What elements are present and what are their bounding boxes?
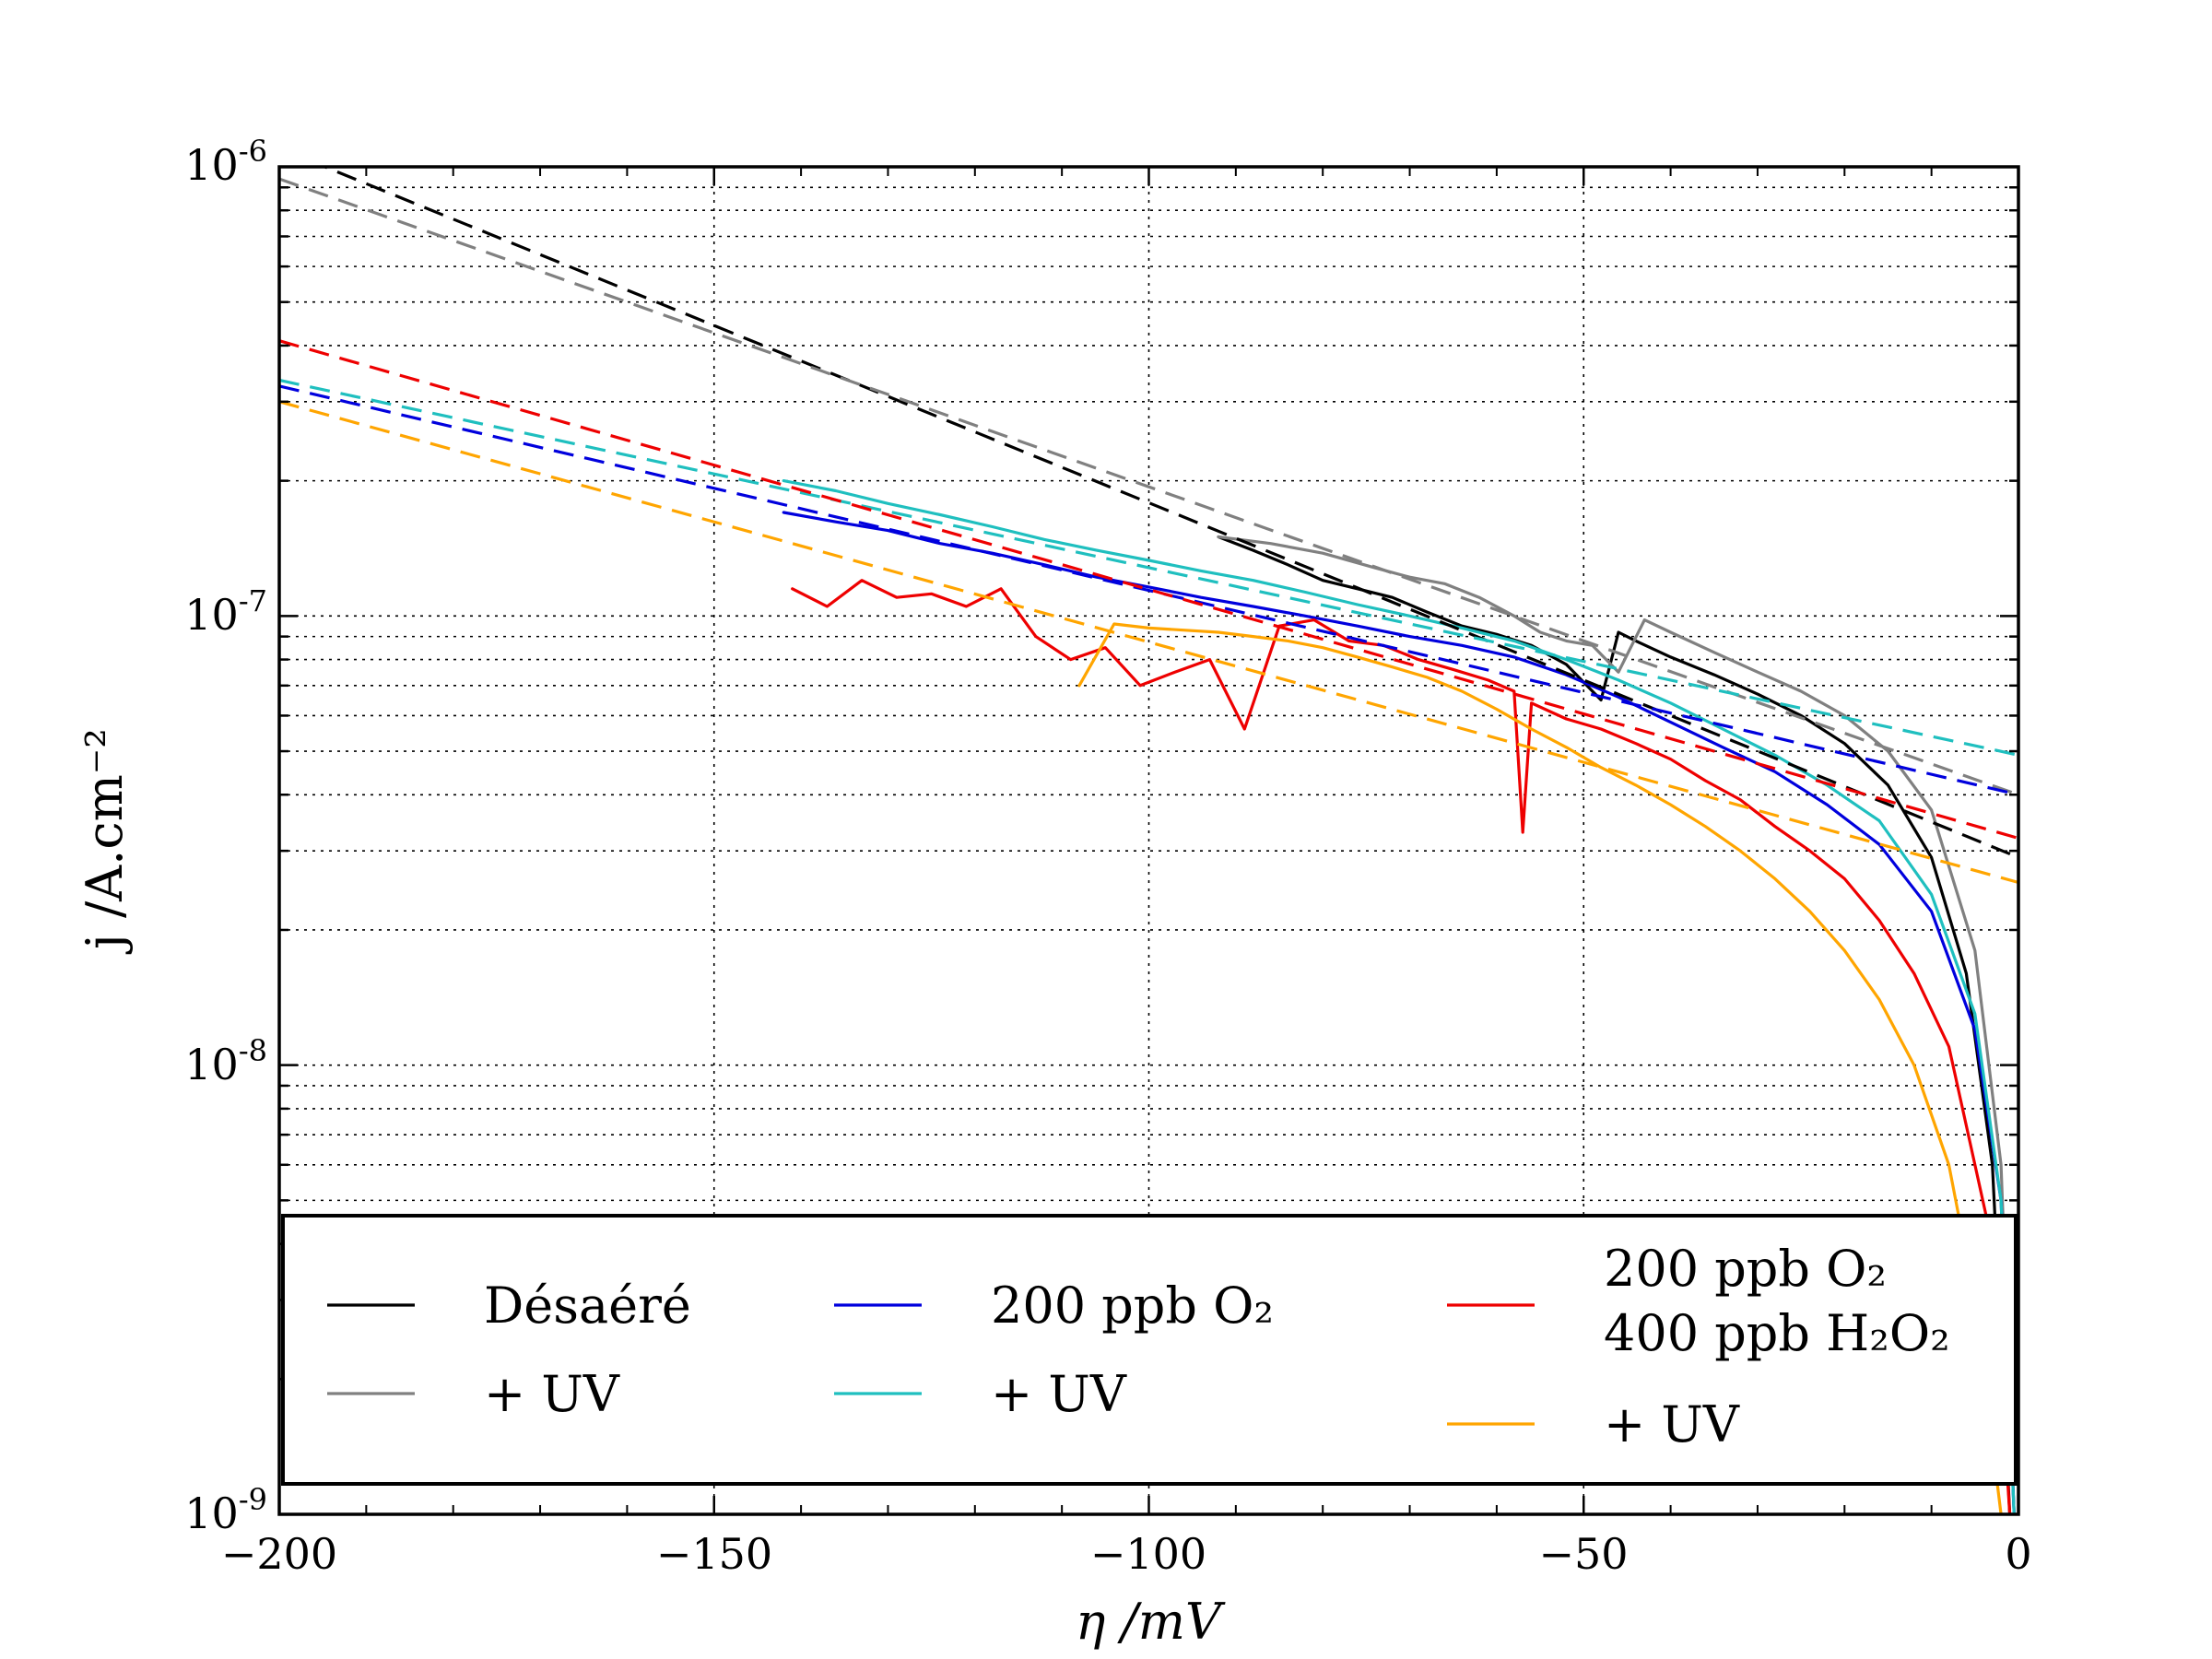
legend-box	[281, 1214, 2018, 1486]
x-tick-label: −50	[1538, 1529, 1628, 1579]
y-axis-label: j /A.cm⁻²	[76, 728, 134, 955]
tafel-fit-line-8	[279, 384, 2018, 796]
y-tick-label: 10-7	[184, 583, 267, 640]
x-tick-label: 0	[2005, 1529, 2031, 1579]
measured-curve-5	[1077, 622, 2003, 1514]
x-tick-label: −150	[656, 1529, 772, 1579]
tafel-fit-line-11	[279, 400, 2018, 885]
legend-label: + UV	[1604, 1395, 1740, 1453]
y-tick-label: 10-6	[184, 134, 267, 190]
legend-label: 200 ppb O₂	[1604, 1240, 1887, 1298]
measured-curve-1	[1217, 535, 2016, 1514]
legend-label: 200 ppb O₂	[991, 1277, 1274, 1335]
measured-curve-3	[782, 478, 2016, 1514]
legend-label: Désaéré	[484, 1277, 691, 1335]
measured-curve-2	[782, 511, 2016, 1514]
legend-label: + UV	[484, 1365, 620, 1423]
legend: Désaéré + UV 200 ppb O₂ + UV 200 ppb O₂ …	[281, 1214, 2018, 1486]
legend-label: 400 ppb H₂O₂	[1604, 1304, 1950, 1362]
x-tick-label: −200	[221, 1529, 337, 1579]
series-group	[279, 167, 2018, 1514]
legend-label: + UV	[991, 1365, 1127, 1423]
y-tick-label: 10-8	[184, 1033, 267, 1089]
y-tick-label: 10-9	[184, 1482, 267, 1538]
tafel-fit-line-10	[279, 339, 2018, 841]
x-axis-label: η /mV	[1076, 1593, 1226, 1651]
grid	[279, 167, 2018, 1514]
x-tick-label: −100	[1090, 1529, 1206, 1579]
ticks	[277, 165, 2020, 1516]
tafel-fit-line-9	[279, 378, 2018, 757]
